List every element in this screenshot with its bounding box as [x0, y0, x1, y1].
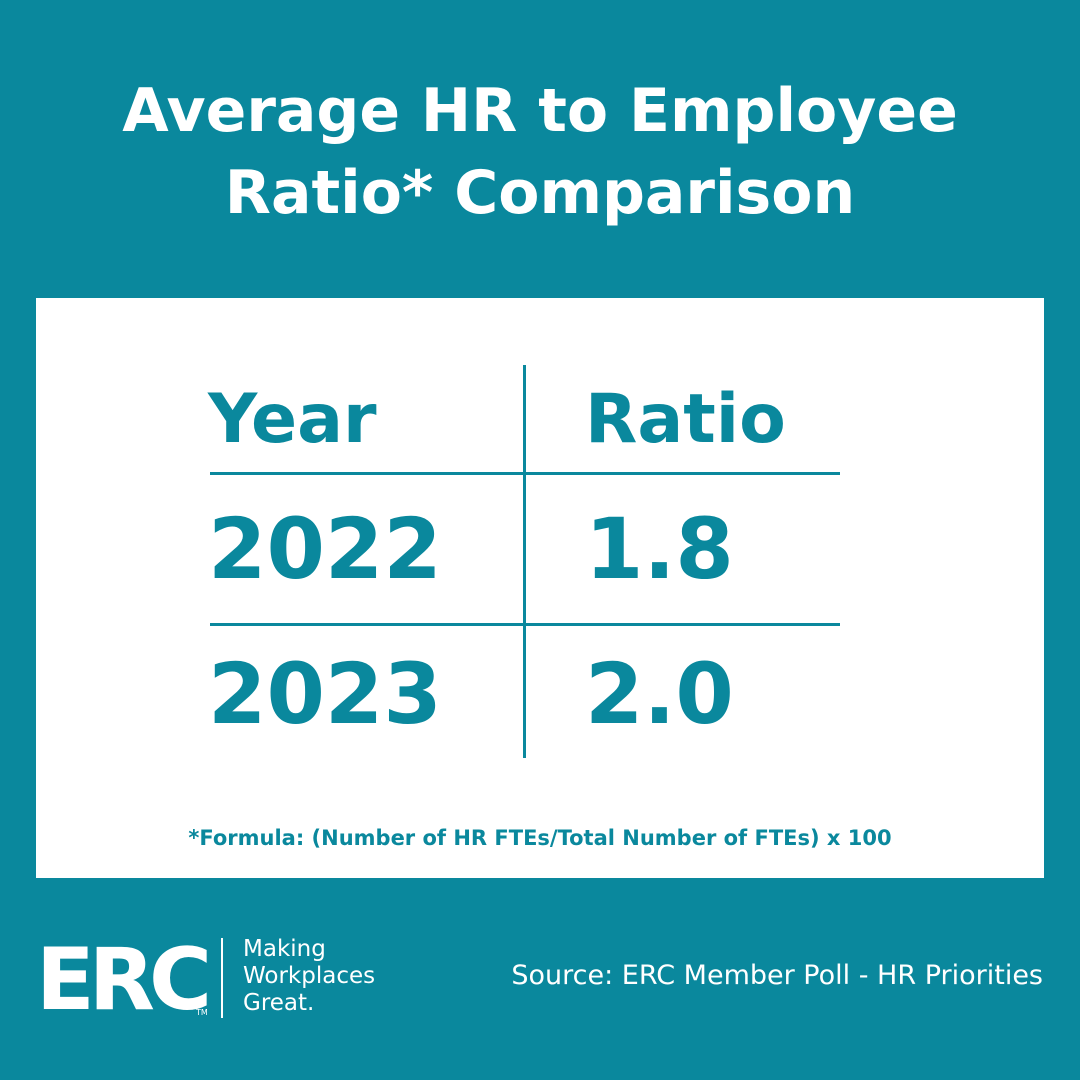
tagline-line: Making — [243, 936, 326, 962]
source: Source: ERC Member Poll - HR Priorities — [511, 960, 1043, 991]
table-card — [36, 298, 1044, 878]
column-header: Ratio — [585, 380, 786, 459]
logo-divider — [221, 938, 223, 1018]
tagline-line: Great. — [243, 990, 315, 1016]
table-cell: 1.8 — [585, 500, 734, 598]
column-header: Year — [208, 380, 377, 459]
trademark: TM — [196, 1008, 208, 1017]
row-divider — [210, 472, 840, 475]
tagline: Making Workplaces Great. — [243, 936, 375, 1017]
title: Average HR to Employee Ratio* Comparison — [122, 76, 958, 228]
tagline-line: Workplaces — [243, 963, 376, 989]
row-divider — [210, 623, 840, 626]
table-cell: 2022 — [208, 500, 442, 598]
column-divider — [523, 365, 526, 758]
table-cell: 2.0 — [585, 645, 734, 743]
table-cell: 2023 — [208, 645, 442, 743]
logo: ERC — [36, 930, 212, 1030]
footnote: *Formula: (Number of HR FTEs/Total Numbe… — [188, 826, 892, 850]
